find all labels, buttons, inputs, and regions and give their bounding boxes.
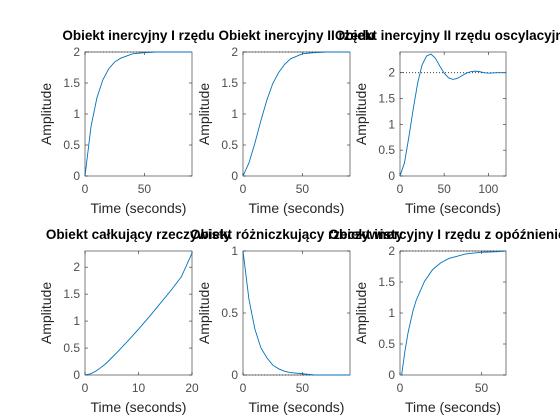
x-tick-label: 50 <box>437 182 451 196</box>
y-tick-label: 0.5 <box>378 143 395 157</box>
step-response-line <box>242 51 350 177</box>
y-tick-label: 2 <box>388 244 395 258</box>
y-tick-label: 1 <box>388 117 395 131</box>
subplot-title: Obiekt inercyjny I rzędu <box>62 28 214 43</box>
x-tick-label: 50 <box>296 182 310 196</box>
x-axis-label: Time (seconds) <box>91 200 187 216</box>
step-response-line <box>84 252 193 376</box>
step-response-line <box>84 51 192 177</box>
y-axis-label: Amplitude <box>38 282 54 344</box>
x-tick-label: 20 <box>185 381 199 395</box>
x-tick-label: 10 <box>132 381 146 395</box>
y-tick-label: 2 <box>73 260 80 274</box>
y-axis-label: Amplitude <box>353 282 369 344</box>
y-tick-label: 0 <box>231 169 238 183</box>
axes-box <box>84 51 193 177</box>
x-tick-label: 0 <box>82 381 89 395</box>
step-response-line <box>399 53 506 177</box>
x-axis-label: Time (seconds) <box>405 200 501 216</box>
y-tick-label: 0.5 <box>63 138 80 152</box>
x-tick-label: 100 <box>478 182 498 196</box>
y-tick-label: 1.5 <box>378 275 395 289</box>
y-tick-label: 0 <box>388 368 395 382</box>
y-tick-label: 1 <box>73 107 80 121</box>
y-tick-label: 1 <box>388 306 395 320</box>
axes-box <box>242 51 351 177</box>
x-tick-label: 50 <box>296 381 310 395</box>
y-tick-label: 0.5 <box>221 306 238 320</box>
y-tick-label: 0 <box>73 169 80 183</box>
y-tick-label: 1.5 <box>63 287 80 301</box>
y-tick-label: 1.5 <box>221 76 238 90</box>
y-tick-label: 2 <box>73 45 80 59</box>
x-axis-label: Time (seconds) <box>405 399 501 415</box>
x-tick-label: 50 <box>475 381 489 395</box>
x-tick-label: 0 <box>240 182 247 196</box>
x-tick-label: 0 <box>397 381 404 395</box>
subplot-6: 0 50 0 0.5 1 1.5 2 Time (seconds) Amplitude Obiek… <box>328 227 560 415</box>
subplot-4: 0 10 20 0 0.5 1 1.5 2 Time (seconds) Amplitude Obi… <box>38 227 232 415</box>
y-axis-label: Amplitude <box>353 83 369 145</box>
y-tick-label: 2 <box>388 66 395 80</box>
subplot-title: Obiekt całkujący rzeczywisty <box>46 227 232 242</box>
y-tick-label: 0.5 <box>378 337 395 351</box>
axes-box <box>399 51 507 177</box>
y-axis-label: Amplitude <box>196 282 212 344</box>
y-tick-label: 0.5 <box>63 341 80 355</box>
x-tick-label: 0 <box>397 182 404 196</box>
x-tick-label: 50 <box>138 182 152 196</box>
y-tick-label: 2 <box>231 45 238 59</box>
y-tick-label: 1 <box>231 244 238 258</box>
subplot-5: 0 50 0 0.5 1 Time (seconds) Amplitude Obiekt ró… <box>190 227 404 415</box>
y-tick-label: 1.5 <box>63 76 80 90</box>
x-tick-label: 0 <box>82 182 89 196</box>
subplot-title: Obiekt inercyjny I rzędu z opóźnieniem <box>328 227 560 242</box>
axes-box <box>399 250 507 376</box>
y-axis-label: Amplitude <box>38 83 54 145</box>
y-tick-label: 1 <box>231 107 238 121</box>
y-axis-label: Amplitude <box>196 83 212 145</box>
subplot-title: Obiekt inercyjny II rzędu <box>218 28 374 43</box>
x-axis-label: Time (seconds) <box>249 200 345 216</box>
subplot-3: 0 50 100 0 0.5 1 1.5 2 Time (seconds) Amplitude Ob… <box>335 28 560 216</box>
step-response-line <box>400 250 507 376</box>
subplot-2: 0 50 0 0.5 1 1.5 2 Time (seconds) Amplitude Obiek… <box>196 28 375 216</box>
y-tick-label: 0 <box>231 368 238 382</box>
axes-box <box>242 250 351 376</box>
y-tick-label: 0 <box>73 368 80 382</box>
y-tick-label: 0 <box>388 169 395 183</box>
y-tick-label: 1 <box>73 314 80 328</box>
axes-box <box>84 250 193 376</box>
step-response-line <box>242 250 350 376</box>
x-tick-label: 0 <box>240 381 247 395</box>
y-tick-label: 1.5 <box>378 92 395 106</box>
subplot-title: Obiekt różniczkujący rzeczywisty <box>190 227 404 242</box>
subplot-title: Obiekt inercyjny II rzędu oscylacyjny <box>335 28 560 43</box>
subplot-1: 0 50 0 0.5 1 1.5 2 Time (seconds) Amplitude Obiek… <box>38 28 215 216</box>
x-axis-label: Time (seconds) <box>91 399 187 415</box>
y-tick-label: 0.5 <box>221 138 238 152</box>
x-axis-label: Time (seconds) <box>249 399 345 415</box>
